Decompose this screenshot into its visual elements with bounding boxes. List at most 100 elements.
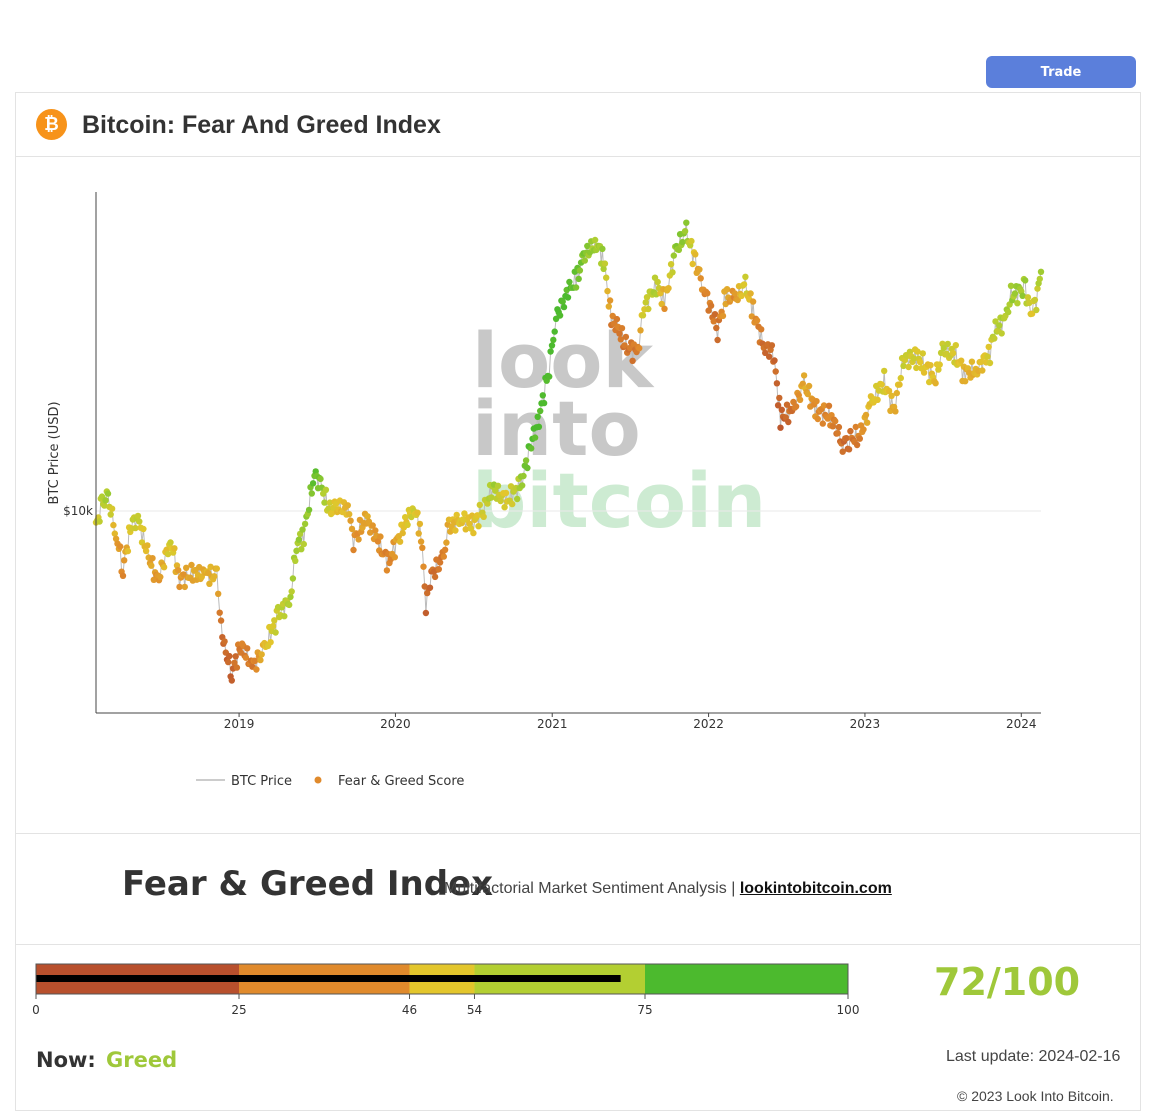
score-point xyxy=(605,303,612,310)
score-point xyxy=(905,363,912,371)
score-point xyxy=(134,512,142,520)
score-point xyxy=(404,521,411,528)
score-point xyxy=(747,290,754,297)
score-point xyxy=(913,364,920,372)
score-point xyxy=(1007,282,1015,289)
score-point xyxy=(920,369,928,376)
gauge-value-bar xyxy=(36,975,621,982)
score-point xyxy=(519,482,526,489)
score-point xyxy=(996,322,1003,329)
score-point xyxy=(535,423,543,430)
score-point xyxy=(540,399,548,407)
score-point xyxy=(839,448,846,455)
score-point xyxy=(110,521,117,529)
score-point xyxy=(298,546,305,553)
score-point xyxy=(601,260,609,267)
score-point xyxy=(584,242,591,250)
score-point xyxy=(856,435,863,442)
score-point xyxy=(749,298,757,305)
price-chart: look into bitcoin BTC Price (USD) $10k 2… xyxy=(47,192,1045,789)
score-point xyxy=(985,343,992,351)
score-point xyxy=(374,538,382,545)
score-point xyxy=(719,312,727,320)
score-point xyxy=(805,382,813,390)
score-point xyxy=(171,545,178,552)
score-point xyxy=(843,435,850,442)
score-point xyxy=(621,342,628,349)
score-point xyxy=(102,497,109,504)
score-point xyxy=(369,522,376,529)
y-tick-label: $10k xyxy=(63,504,93,518)
score-point xyxy=(778,406,785,413)
score-point xyxy=(878,381,885,388)
chart-area: look into bitcoin BTC Price (USD) $10k 2… xyxy=(16,157,1140,833)
score-point xyxy=(286,601,293,609)
score-point xyxy=(415,530,422,537)
score-point xyxy=(998,330,1005,337)
score-point xyxy=(771,357,778,364)
score-point xyxy=(440,553,447,560)
score-point xyxy=(616,330,623,337)
score-point xyxy=(661,305,668,312)
score-point xyxy=(329,509,336,516)
score-point xyxy=(704,290,711,297)
score-point xyxy=(550,336,557,344)
score-point xyxy=(1019,292,1026,299)
score-point xyxy=(958,357,965,364)
score-point xyxy=(289,575,297,582)
gauge-tick-label-25: 25 xyxy=(231,1003,246,1017)
score-point xyxy=(629,357,636,364)
x-tick-label-2021: 2021 xyxy=(537,717,568,731)
score-point xyxy=(825,402,833,409)
score-point xyxy=(269,622,277,630)
score-point xyxy=(1011,290,1019,297)
score-point xyxy=(897,374,904,382)
score-point xyxy=(475,523,482,530)
score-point xyxy=(914,348,921,355)
score-point xyxy=(606,297,614,304)
score-point xyxy=(396,538,404,545)
score-point xyxy=(935,366,942,373)
score-point xyxy=(613,315,621,323)
score-point xyxy=(679,238,686,246)
score-point xyxy=(753,317,761,324)
score-point xyxy=(1031,296,1039,304)
score-point xyxy=(267,639,274,646)
score-point xyxy=(581,257,588,264)
score-point xyxy=(537,407,544,415)
x-tick-label-2020: 2020 xyxy=(380,717,411,731)
x-tick-group: 2019 2020 2021 2022 2023 2024 xyxy=(224,713,1037,731)
score-point xyxy=(322,486,330,493)
score-point xyxy=(564,294,572,301)
lookintobitcoin-link[interactable]: lookintobitcoin.com xyxy=(739,880,892,897)
score-point xyxy=(372,527,379,534)
score-point xyxy=(107,511,114,518)
score-point xyxy=(528,445,535,452)
score-point xyxy=(215,590,222,597)
gauge-tick-label-100: 100 xyxy=(837,1003,860,1017)
gauge-tick-label-0: 0 xyxy=(32,1003,40,1017)
score-point xyxy=(819,420,826,427)
score-point xyxy=(560,303,568,311)
score-point xyxy=(231,659,238,666)
score-point xyxy=(1033,306,1040,314)
score-point xyxy=(181,583,188,591)
score-point xyxy=(740,281,748,288)
score-point xyxy=(217,617,225,624)
score-point xyxy=(796,396,804,403)
score-point xyxy=(160,564,168,571)
score-point xyxy=(309,480,317,487)
score-point xyxy=(305,506,313,514)
bitcoin-icon: ₿ xyxy=(36,109,67,140)
index-title: Fear & Greed Index xyxy=(122,864,494,904)
score-point xyxy=(300,540,307,548)
score-point xyxy=(681,228,689,235)
score-point xyxy=(639,312,647,319)
score-point xyxy=(977,358,985,365)
trade-button[interactable]: Trade xyxy=(986,56,1136,88)
score-point xyxy=(124,547,132,555)
score-point xyxy=(414,509,421,516)
score-point xyxy=(862,411,870,419)
score-point xyxy=(524,464,531,472)
legend-label-btc-price: BTC Price xyxy=(231,774,292,789)
